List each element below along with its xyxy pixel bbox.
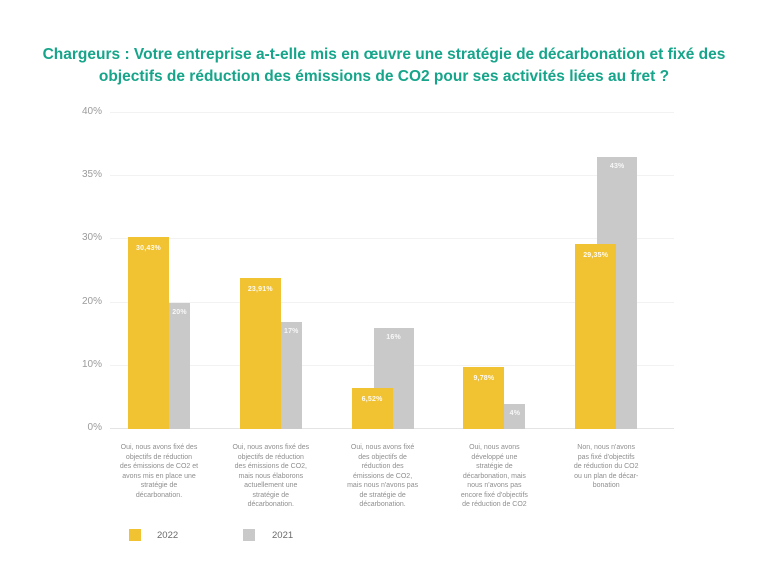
bar-2022: 23,91%	[239, 277, 281, 429]
bar-2022: 29,35%	[575, 243, 617, 429]
category-label: Non, nous n'avons pas fixé d'objectifs d…	[573, 444, 639, 489]
bar-value-label: 4%	[509, 409, 521, 417]
y-axis-tick-label: 0%	[87, 422, 102, 433]
bar-group: 16% 6,52%	[351, 113, 414, 429]
gridline	[110, 112, 674, 113]
bar-value-label: 23,91%	[247, 285, 273, 293]
bar-group: 43% 29,35%	[575, 113, 638, 429]
category-label: Oui, nous avons fixé des objectifs de ré…	[119, 444, 199, 499]
bar-group: 17% 23,91%	[239, 113, 302, 429]
y-axis-tick-label: 10%	[81, 359, 102, 370]
legend-swatch-2021	[243, 529, 255, 541]
gridline	[110, 175, 674, 176]
bar-value-label: 30,43%	[136, 244, 161, 252]
category-label: Oui, nous avons fixé des objectifs de ré…	[232, 444, 310, 508]
bar-2022: 6,52%	[351, 387, 393, 429]
y-axis-tick-label: 40%	[81, 106, 102, 117]
y-axis-tick-label: 30%	[81, 232, 102, 243]
bar-value-label: 29,35%	[583, 251, 609, 259]
category-label: Oui, nous avons développé une stratégie …	[460, 444, 528, 508]
category-label: Oui, nous avons fixé des objectifs de ré…	[347, 444, 419, 508]
gridline	[110, 302, 674, 303]
bar-value-label: 6,52%	[361, 395, 383, 403]
y-axis-tick-label: 35%	[81, 169, 102, 180]
bar-value-label: 17%	[283, 327, 299, 335]
legend-label-2021: 2021	[272, 530, 294, 541]
legend-swatch-2022	[129, 529, 141, 541]
plot-area: 0% 10% 20% 30% 35% 40% 20% 30,43% 17% 23,91% 16% 6,…	[82, 106, 674, 433]
gridline	[110, 238, 674, 239]
bar-value-label: 16%	[386, 333, 401, 341]
bar-value-label: 43%	[609, 163, 625, 171]
bar-2022: 9,78%	[463, 367, 505, 429]
bar-value-label: 9,78%	[473, 375, 495, 383]
y-axis-tick-label: 20%	[81, 296, 102, 307]
legend-label-2022: 2022	[157, 530, 179, 541]
bar-2022: 30,43%	[128, 236, 169, 429]
bar-value-label: 20%	[172, 308, 187, 316]
chart-title: Chargeurs : Votre entreprise a-t-elle mi…	[42, 46, 726, 85]
bar-group: 20% 30,43%	[128, 113, 190, 429]
bar-group: 4% 9,78%	[463, 113, 526, 429]
